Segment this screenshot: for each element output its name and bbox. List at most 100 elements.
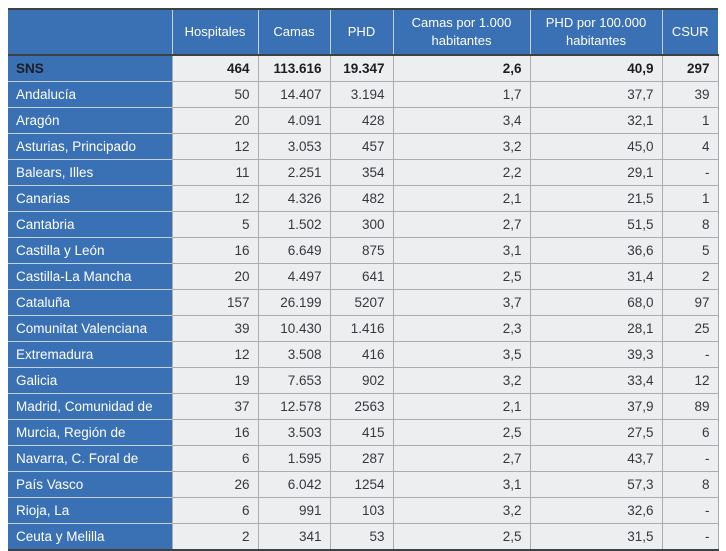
hospitals-cell: 20 <box>171 263 259 290</box>
beds-cell: 7.653 <box>257 367 331 394</box>
phd-per-100000-cell: 32,1 <box>529 107 663 134</box>
header-row: Hospitales Camas PHD Camas por 1.000 hab… <box>8 9 718 55</box>
csur-cell: - <box>661 497 719 524</box>
phd-cell: 1254 <box>329 471 394 498</box>
row-header-cell: Cataluña <box>8 289 172 316</box>
phd-cell: 902 <box>329 367 394 394</box>
row-header-cell: Extremadura <box>8 341 172 368</box>
beds-per-1000-cell: 3,1 <box>392 471 531 498</box>
phd-cell: 428 <box>329 107 394 134</box>
row-header-cell: Rioja, La <box>8 497 172 524</box>
beds-per-1000-cell: 2,7 <box>392 211 531 238</box>
phd-per-100000-cell: 37,9 <box>529 393 663 420</box>
table-row: Castilla-La Mancha 20 4.497 641 2,5 31,4… <box>8 263 719 290</box>
table-row: Cataluña 157 26.199 5207 3,7 68,0 97 <box>8 289 719 316</box>
phd-cell: 641 <box>329 263 394 290</box>
beds-cell: 14.407 <box>257 81 331 108</box>
table-row: Balears, Illes 11 2.251 354 2,2 29,1 - <box>8 159 719 186</box>
csur-cell: - <box>661 341 719 368</box>
row-header-cell: País Vasco <box>8 471 172 498</box>
hospitals-cell: 6 <box>171 497 259 524</box>
beds-cell: 6.649 <box>257 237 331 264</box>
header-csur-cell: CSUR <box>661 9 718 55</box>
table-row: Castilla y León 16 6.649 875 3,1 36,6 5 <box>8 237 719 264</box>
beds-per-1000-cell: 1,7 <box>392 81 531 108</box>
beds-per-1000-cell: 2,3 <box>392 315 531 342</box>
table-row: Aragón 20 4.091 428 3,4 32,1 1 <box>8 107 719 134</box>
beds-cell: 1.595 <box>257 445 331 472</box>
beds-cell: 2.251 <box>257 159 331 186</box>
phd-cell: 354 <box>329 159 394 186</box>
hospitals-cell: 6 <box>171 445 259 472</box>
csur-cell: 1 <box>661 107 719 134</box>
beds-per-1000-cell: 2,6 <box>392 54 531 82</box>
csur-cell: 25 <box>661 315 719 342</box>
hospitals-cell: 19 <box>171 367 259 394</box>
beds-per-1000-cell: 2,5 <box>392 523 531 551</box>
phd-cell: 53 <box>329 523 394 551</box>
row-header-cell: Galicia <box>8 367 172 394</box>
phd-cell: 457 <box>329 133 394 160</box>
csur-cell: 8 <box>661 211 719 238</box>
header-phd-cell: PHD <box>329 9 393 55</box>
table-row: Canarias 12 4.326 482 2,1 21,5 1 <box>8 185 719 212</box>
beds-cell: 4.497 <box>257 263 331 290</box>
header-beds-per-1000-cell: Camas por 1.000 habitantes <box>392 9 530 55</box>
table-row: Navarra, C. Foral de 6 1.595 287 2,7 43,… <box>8 445 719 472</box>
csur-cell: 89 <box>661 393 719 420</box>
hospitals-cell: 39 <box>171 315 259 342</box>
beds-cell: 4.091 <box>257 107 331 134</box>
row-header-cell: SNS <box>8 55 172 82</box>
page: Hospitales Camas PHD Camas por 1.000 hab… <box>8 8 719 551</box>
row-header-cell: Canarias <box>8 185 172 212</box>
phd-cell: 287 <box>329 445 394 472</box>
header-region-cell <box>8 9 172 55</box>
beds-per-1000-cell: 3,2 <box>392 133 531 160</box>
table-row: Madrid, Comunidad de 37 12.578 2563 2,1 … <box>8 393 719 420</box>
csur-cell: 6 <box>661 419 719 446</box>
csur-cell: - <box>661 523 719 551</box>
phd-cell: 300 <box>329 211 394 238</box>
row-header-cell: Castilla-La Mancha <box>8 263 172 290</box>
csur-cell: 12 <box>661 367 719 394</box>
beds-per-1000-cell: 3,2 <box>392 367 531 394</box>
csur-cell: 2 <box>661 263 719 290</box>
phd-per-100000-cell: 33,4 <box>529 367 663 394</box>
phd-per-100000-cell: 43,7 <box>529 445 663 472</box>
hospitals-cell: 11 <box>171 159 259 186</box>
table-row: País Vasco 26 6.042 1254 3,1 57,3 8 <box>8 471 719 498</box>
row-header-cell: Madrid, Comunidad de <box>8 393 172 420</box>
csur-cell: 297 <box>661 54 719 82</box>
beds-cell: 3.508 <box>257 341 331 368</box>
sns-hospitals-table: Hospitales Camas PHD Camas por 1.000 hab… <box>8 8 719 551</box>
beds-cell: 6.042 <box>257 471 331 498</box>
beds-cell: 1.502 <box>257 211 331 238</box>
table-row: Galicia 19 7.653 902 3,2 33,4 12 <box>8 367 719 394</box>
phd-cell: 5207 <box>329 289 394 316</box>
hospitals-cell: 16 <box>171 419 259 446</box>
beds-cell: 4.326 <box>257 185 331 212</box>
hospitals-cell: 37 <box>171 393 259 420</box>
beds-per-1000-cell: 2,2 <box>392 159 531 186</box>
table-row: SNS 464 113.616 19.347 2,6 40,9 297 <box>8 54 719 82</box>
table-row: Comunitat Valenciana 39 10.430 1.416 2,3… <box>8 315 719 342</box>
beds-per-1000-cell: 2,1 <box>392 393 531 420</box>
beds-per-1000-cell: 2,5 <box>392 419 531 446</box>
phd-per-100000-cell: 32,6 <box>529 497 663 524</box>
beds-cell: 10.430 <box>257 315 331 342</box>
phd-cell: 2563 <box>329 393 394 420</box>
row-header-cell: Murcia, Región de <box>8 419 172 446</box>
beds-per-1000-cell: 3,4 <box>392 107 531 134</box>
hospitals-cell: 12 <box>171 341 259 368</box>
hospitals-cell: 26 <box>171 471 259 498</box>
csur-cell: 5 <box>661 237 719 264</box>
table-row: Ceuta y Melilla 2 341 53 2,5 31,5 - <box>8 523 719 551</box>
phd-per-100000-cell: 27,5 <box>529 419 663 446</box>
row-header-cell: Ceuta y Melilla <box>8 523 172 550</box>
phd-per-100000-cell: 68,0 <box>529 289 663 316</box>
row-header-cell: Cantabria <box>8 211 172 238</box>
beds-cell: 3.503 <box>257 419 331 446</box>
csur-cell: 1 <box>661 185 719 212</box>
beds-per-1000-cell: 2,5 <box>392 263 531 290</box>
phd-per-100000-cell: 36,6 <box>529 237 663 264</box>
